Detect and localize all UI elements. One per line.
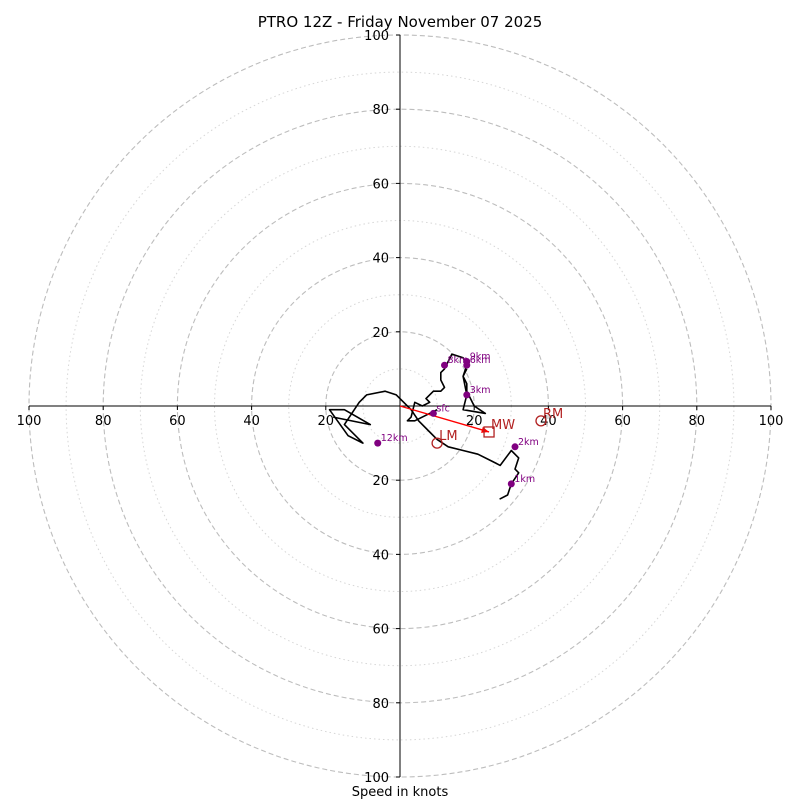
storm-motions: RM LM MW — [431, 407, 563, 449]
y-tick-label: 40 — [372, 548, 389, 563]
shear-vector — [399, 405, 490, 433]
y-tick-label: 80 — [372, 697, 389, 712]
y-tick-label: 100 — [364, 771, 389, 786]
height-label-3km: 3km — [470, 385, 491, 396]
height-marker-8km — [441, 361, 449, 369]
mw-marker — [483, 426, 495, 438]
height-marker-2km — [511, 443, 519, 451]
height-label-6km: 6km — [470, 355, 491, 366]
height-label-sfc: sfc — [436, 403, 450, 414]
tick-labels: 100 80 60 40 20 20 40 60 80 100100806040202040608… — [17, 29, 784, 786]
rm-marker — [535, 415, 547, 427]
height-marker-12km — [374, 439, 382, 447]
y-tick-label: 80 — [372, 103, 389, 118]
x-tick-label: 80 — [95, 414, 112, 429]
lm-marker — [431, 437, 443, 449]
chart-title: PTRO 12Z - Friday November 07 2025 — [258, 13, 543, 31]
x-tick-label: 100 — [17, 414, 42, 429]
height-label-1km: 1km — [514, 474, 535, 485]
mw-label: MW — [491, 418, 515, 433]
x-tick-label: 20 — [318, 414, 335, 429]
x-tick-label: 80 — [689, 414, 706, 429]
height-marker-sfc — [429, 409, 437, 417]
rm-label: RM — [543, 407, 563, 422]
x-tick-label: 60 — [169, 414, 186, 429]
height-label-9km: 9km — [470, 351, 491, 362]
y-tick-label: 40 — [372, 252, 389, 267]
y-tick-label: 100 — [364, 29, 389, 44]
height-label-2km: 2km — [518, 437, 539, 448]
x-axis-label: Speed in knots — [352, 785, 449, 800]
height-label-12km: 12km — [381, 433, 408, 444]
height-marker-3km — [463, 391, 471, 399]
lm-label: LM — [439, 429, 457, 444]
y-tick-label: 60 — [372, 177, 389, 192]
y-tick-label: 20 — [372, 326, 389, 341]
x-tick-label: 60 — [614, 414, 631, 429]
shear-vector-arrowhead — [481, 426, 490, 433]
height-marker-9km — [463, 357, 471, 365]
y-tick-label: 20 — [372, 474, 389, 489]
x-tick-label: 40 — [243, 414, 260, 429]
height-label-8km: 8km — [448, 355, 469, 366]
y-tick-label: 60 — [372, 623, 389, 638]
x-tick-label: 20 — [466, 414, 483, 429]
hodograph-trace-lower — [328, 390, 520, 500]
height-marker-1km — [507, 480, 515, 488]
x-tick-label: 100 — [759, 414, 784, 429]
